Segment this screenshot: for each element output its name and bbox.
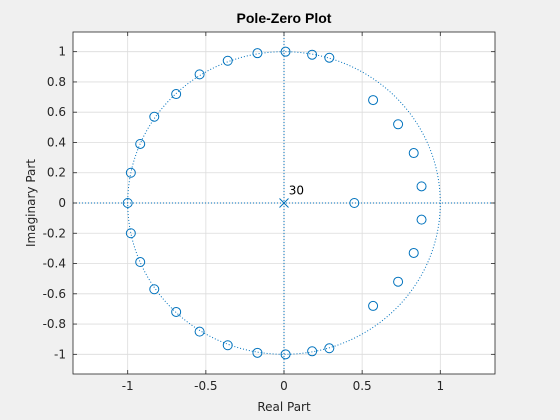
zero-marker — [222, 340, 233, 351]
zero-marker — [324, 52, 335, 63]
zero-marker — [135, 257, 146, 268]
zero-marker — [408, 148, 419, 159]
x-tick-label: 1 — [436, 379, 444, 393]
multiplicity-annotation: 30 — [289, 183, 304, 197]
zero-marker — [393, 276, 404, 287]
pole-marker-stroke — [279, 198, 289, 208]
zero-marker — [280, 349, 291, 360]
y-tick-label: 0.4 — [47, 135, 66, 149]
zero-marker — [135, 138, 146, 149]
y-tick-label: 0.2 — [47, 166, 66, 180]
x-tick-label: 0.5 — [353, 379, 372, 393]
zero-marker — [125, 228, 136, 239]
y-tick-label: -0.6 — [43, 287, 66, 301]
y-tick-label: 0.8 — [47, 75, 66, 89]
zero-marker — [194, 69, 205, 80]
annotations: 30 — [289, 183, 304, 197]
zero-marker — [349, 198, 360, 208]
zero-marker — [125, 167, 136, 178]
y-tick-label: -0.2 — [43, 226, 66, 240]
zero-marker — [252, 347, 263, 358]
zero-marker — [324, 343, 335, 354]
x-tick-label: 0 — [280, 379, 288, 393]
zero-marker — [307, 49, 318, 60]
y-tick-label: -0.8 — [43, 317, 66, 331]
x-tick-label: -1 — [122, 379, 134, 393]
zero-marker — [416, 181, 427, 192]
zero-marker — [416, 214, 427, 225]
zero-marker — [222, 55, 233, 66]
zero-marker — [171, 306, 182, 317]
y-tick-label: 1 — [58, 45, 66, 59]
zero-marker — [149, 111, 160, 122]
y-tick-label: -0.4 — [43, 257, 66, 271]
zero-marker — [280, 46, 291, 57]
pole-markers — [279, 198, 289, 208]
zero-marker — [149, 284, 160, 295]
zero-marker — [171, 89, 182, 100]
x-axis-label: Real Part — [257, 400, 311, 414]
axis-ticks: -1 -0.5 0 0.5 1 -1 -0.8 -0.6 -0.4 -0.2 0 0.2 0.4 0.6 0… — [43, 32, 495, 393]
pole-marker — [279, 198, 289, 208]
x-tick-label: -0.5 — [194, 379, 217, 393]
zero-marker — [368, 300, 379, 311]
zero-marker — [122, 198, 133, 208]
chart-title: Pole-Zero Plot — [237, 10, 332, 26]
y-tick-label: -1 — [54, 347, 66, 361]
zero-marker — [368, 95, 379, 106]
zero-marker — [252, 48, 263, 59]
zero-markers — [122, 46, 427, 360]
y-tick-label: 0.6 — [47, 105, 66, 119]
zero-marker — [393, 119, 404, 130]
y-tick-label: 0 — [58, 196, 66, 210]
y-axis-label: Imaginary Part — [24, 159, 38, 247]
zero-marker — [194, 326, 205, 337]
zero-marker — [307, 346, 318, 357]
zero-marker — [408, 247, 419, 258]
